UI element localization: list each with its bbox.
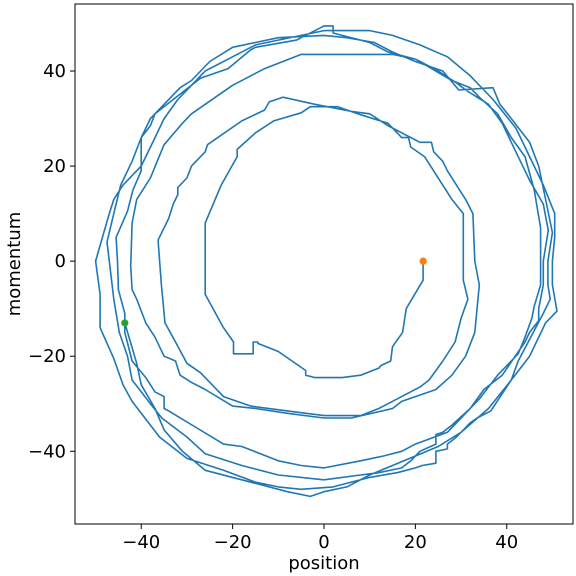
end-point-marker [121, 319, 129, 327]
y-tick-label: 40 [43, 61, 66, 82]
x-tick-label: −20 [214, 532, 252, 553]
plot-area-background [75, 4, 573, 524]
y-tick-label: −20 [28, 346, 66, 367]
x-tick-label: −40 [122, 532, 160, 553]
series-line [94, 25, 558, 498]
axis-ticks: −40 −20 0 20 40 −40 −20 0 20 40 [28, 61, 518, 553]
y-tick-label: 0 [55, 251, 66, 272]
point-markers [121, 257, 427, 327]
start-point-marker [419, 257, 427, 265]
y-tick-label: −40 [28, 441, 66, 462]
x-tick-label: 0 [318, 532, 329, 553]
y-axis-title: momentum [4, 212, 25, 317]
x-tick-label: 40 [495, 532, 518, 553]
y-tick-label: 20 [43, 156, 66, 177]
plot-frame [74, 3, 574, 525]
x-tick-label: 20 [404, 532, 427, 553]
x-axis-title: position [288, 553, 359, 574]
